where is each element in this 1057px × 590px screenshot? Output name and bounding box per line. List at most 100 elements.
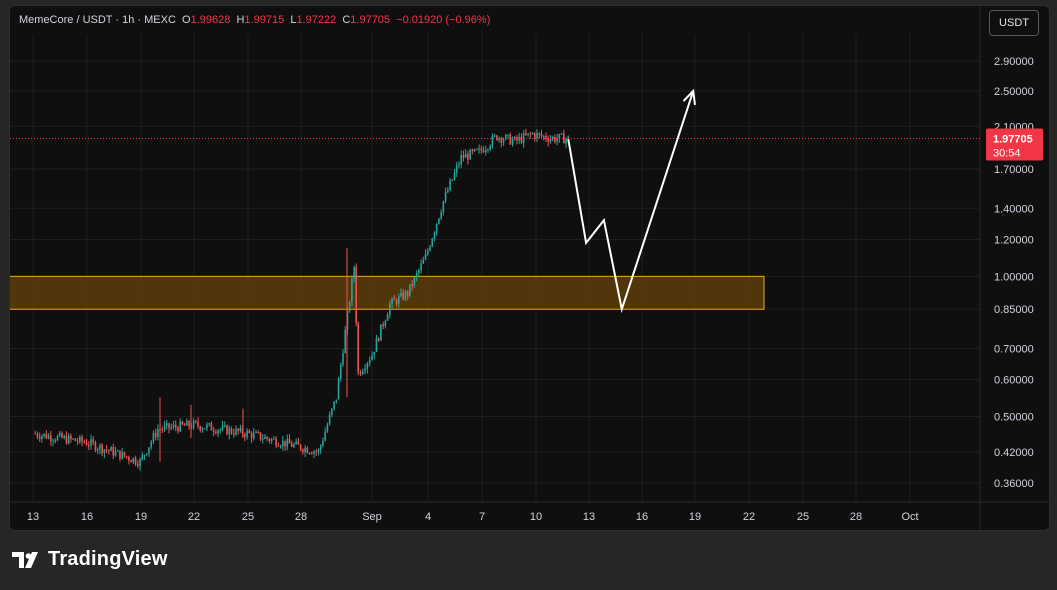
candle-body — [433, 232, 436, 239]
candle-body — [230, 428, 233, 434]
candle-body — [563, 133, 565, 144]
candle-body — [384, 320, 387, 326]
candle-body — [422, 259, 425, 264]
candle-body — [286, 438, 289, 447]
candle-body — [335, 399, 338, 402]
time-tick-label: 28 — [850, 511, 862, 523]
price-tick-label: 0.42000 — [994, 447, 1034, 459]
candle-body — [132, 458, 135, 463]
candle-body — [411, 284, 413, 287]
candle-body — [281, 440, 284, 447]
candle-body — [565, 138, 567, 144]
candle-body — [540, 133, 543, 137]
candle-body — [206, 424, 208, 429]
candle-body — [134, 458, 137, 465]
candle-body — [518, 136, 520, 141]
candle-body — [359, 372, 362, 375]
candle-body — [179, 421, 181, 432]
candle-body — [244, 434, 246, 437]
candle-body — [413, 277, 416, 287]
time-tick-label: 19 — [689, 511, 701, 523]
candle-body — [304, 447, 306, 453]
candle-body — [333, 401, 335, 409]
candle-body — [257, 432, 260, 434]
candle-body — [351, 278, 353, 302]
candle-body — [172, 424, 175, 427]
candle-body — [424, 254, 427, 260]
currency-button[interactable]: USDT — [989, 10, 1039, 36]
candle-body — [547, 139, 549, 142]
price-tick-label: 1.70000 — [994, 164, 1034, 176]
time-tick-label: 25 — [797, 511, 809, 523]
candle-body — [476, 149, 478, 151]
legend-low-value: 1.97222 — [296, 14, 337, 26]
candle-body — [545, 135, 547, 140]
candle-body — [279, 446, 282, 448]
time-tick-label: 10 — [530, 511, 542, 523]
candle-body — [273, 438, 275, 440]
tradingview-brand[interactable]: TradingView — [12, 548, 168, 571]
candle-body — [130, 460, 132, 463]
candle-body — [174, 424, 177, 428]
price-tick-label: 2.50000 — [994, 86, 1034, 98]
candle-body — [502, 139, 505, 143]
candle-body — [386, 314, 389, 321]
price-chart[interactable]: 2.900002.500002.100001.700001.400001.200… — [10, 6, 1049, 530]
candle-body — [61, 433, 63, 438]
candle-body — [493, 135, 496, 137]
candle-body — [239, 427, 242, 432]
time-tick-label: 19 — [135, 511, 147, 523]
brand-name: TradingView — [48, 548, 168, 570]
candle-body — [58, 433, 61, 436]
candle-body — [418, 270, 420, 274]
candle-body — [467, 154, 469, 160]
candle-body — [163, 425, 166, 430]
candle-body — [43, 433, 45, 436]
legend-open-value: 1.99628 — [190, 14, 231, 26]
candle-body — [154, 433, 157, 438]
candle-body — [331, 408, 333, 415]
projection-path — [567, 90, 695, 314]
price-badge-price: 1.97705 — [993, 133, 1033, 145]
candle-body — [505, 134, 507, 140]
candle-body — [368, 360, 371, 364]
candle-body — [534, 133, 536, 139]
support-zone — [10, 275, 765, 310]
candle-body — [166, 423, 168, 426]
candle-body — [567, 135, 570, 139]
candle-body — [252, 432, 255, 439]
candle-body — [444, 192, 447, 202]
candle-body — [511, 139, 514, 145]
price-tick-label: 1.20000 — [994, 234, 1034, 246]
candle-body — [353, 267, 355, 279]
candle-body — [270, 438, 273, 442]
candle-body — [339, 364, 342, 379]
candle-body — [324, 431, 326, 441]
candle-body — [79, 436, 81, 442]
chart-panel[interactable]: 2.90000 2.50000 2.10000 1.70000 1.40000 1.200… — [9, 5, 1050, 531]
candle-body — [471, 149, 474, 152]
legend-close-label: C — [342, 14, 351, 26]
candle-body — [74, 438, 77, 442]
candle-body — [63, 435, 66, 438]
candle-body — [357, 323, 359, 373]
candle-body — [509, 134, 512, 145]
candle-body — [268, 438, 271, 442]
candle-body — [453, 172, 456, 180]
legend-close-value: 1.97705 — [350, 14, 391, 26]
candle-body — [308, 453, 311, 455]
candle-body — [306, 447, 309, 454]
candle-body — [295, 441, 297, 445]
candle-body — [290, 443, 293, 447]
candle-body — [116, 450, 119, 452]
candle-body — [219, 429, 222, 431]
candle-body — [364, 368, 366, 372]
candle-body — [277, 445, 280, 447]
candle-body — [527, 133, 529, 136]
candle-body — [226, 425, 228, 435]
candle-body — [161, 429, 164, 431]
candle-body — [85, 442, 88, 446]
candle-body — [250, 432, 253, 439]
candle-body — [70, 435, 72, 439]
candle-body — [464, 154, 467, 158]
